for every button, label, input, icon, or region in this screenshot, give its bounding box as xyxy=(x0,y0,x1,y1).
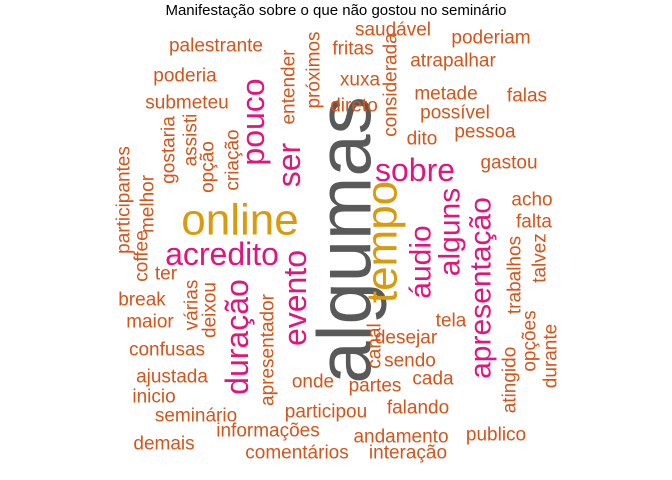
word-22: direto xyxy=(330,96,378,117)
word-51: próximos xyxy=(304,31,325,108)
word-37: ajustada xyxy=(136,367,208,388)
word-42: participou xyxy=(285,402,367,423)
word-13: saudável xyxy=(355,20,431,41)
word-26: gastou xyxy=(480,153,537,174)
word-60: trabalhos xyxy=(505,236,526,314)
word-0: algumas xyxy=(303,96,388,383)
word-63: deixou xyxy=(200,282,221,338)
word-67: atingido xyxy=(500,347,521,414)
word-68: durante xyxy=(541,324,562,388)
word-34: confusas xyxy=(129,340,205,361)
word-6: duração xyxy=(219,279,255,395)
word-53: participantes xyxy=(114,146,135,254)
word-17: poderia xyxy=(153,66,217,87)
word-65: canal xyxy=(365,323,386,368)
word-38: partes xyxy=(349,376,402,397)
word-40: inicio xyxy=(132,387,175,408)
word-36: onde xyxy=(292,372,334,393)
word-54: gostaria xyxy=(159,116,180,184)
word-19: metade xyxy=(414,84,477,105)
word-57: criação xyxy=(223,129,244,190)
word-48: comentários xyxy=(245,443,349,464)
word-50: entender xyxy=(279,49,300,125)
word-14: fritas xyxy=(332,39,373,60)
word-1: tempo xyxy=(358,181,407,303)
word-24: pessoa xyxy=(454,122,516,143)
word-28: falta xyxy=(516,212,552,233)
word-46: andamento xyxy=(353,427,448,448)
word-3: acredito xyxy=(165,236,279,272)
word-21: submeteu xyxy=(145,93,228,114)
word-55: assisti xyxy=(181,114,202,167)
word-39: cada xyxy=(412,369,454,390)
word-20: falas xyxy=(507,86,547,107)
word-59: coffee xyxy=(132,230,153,281)
word-64: apresentador xyxy=(258,293,279,406)
word-41: seminário xyxy=(155,406,237,427)
word-8: áudio xyxy=(405,225,438,298)
word-66: opções xyxy=(520,310,541,371)
word-4: sobre xyxy=(375,152,455,188)
word-5: apresentação xyxy=(465,197,498,379)
word-45: demais xyxy=(133,434,194,455)
word-43: falando xyxy=(387,398,449,419)
word-10: ser xyxy=(271,142,307,187)
word-25: dito xyxy=(407,129,438,150)
word-9: alguns xyxy=(434,188,467,276)
word-7: evento xyxy=(277,250,313,346)
word-47: publico xyxy=(466,425,526,446)
word-33: desejar xyxy=(375,328,438,349)
word-12: palestrante xyxy=(169,36,263,57)
word-56: opção xyxy=(198,141,219,193)
word-32: tela xyxy=(436,311,467,332)
word-2: online xyxy=(181,196,298,245)
word-31: maior xyxy=(126,312,174,333)
word-18: xuxa xyxy=(340,70,381,91)
word-44: informações xyxy=(216,421,320,442)
word-61: talvez xyxy=(530,233,551,283)
word-58: melhor xyxy=(138,174,159,233)
word-11: pouco xyxy=(235,78,271,165)
word-27: acho xyxy=(511,190,552,211)
word-35: sendo xyxy=(384,351,436,372)
word-30: break xyxy=(118,290,166,311)
word-23: possível xyxy=(420,103,490,124)
word-29: ter xyxy=(155,264,178,285)
word-15: poderiam xyxy=(451,28,530,49)
word-62: várias xyxy=(182,280,203,331)
chart-title: Manifestação sobre o que não gostou no s… xyxy=(165,2,507,19)
word-52: considerada xyxy=(381,33,402,137)
word-49: interação xyxy=(369,443,447,464)
word-16: atrapalhar xyxy=(410,51,496,72)
